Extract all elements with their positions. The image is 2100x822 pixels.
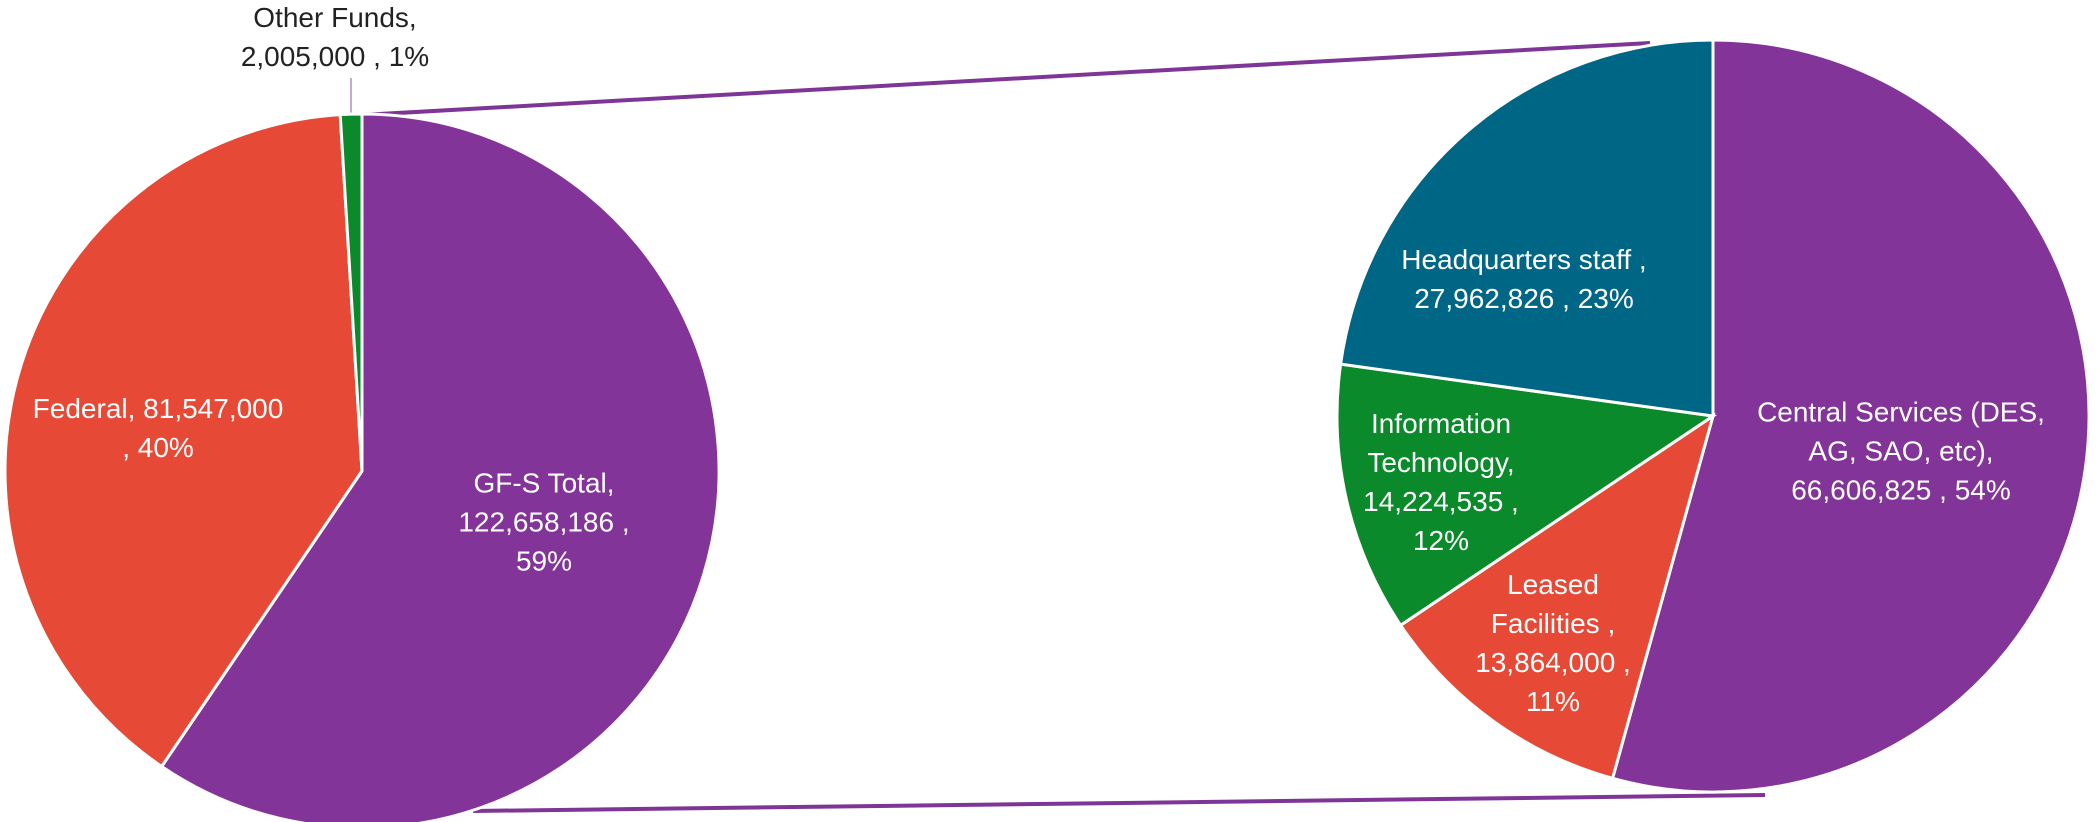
label-value: 27,962,826 , [1414,283,1570,314]
label-name: Information Technology, [1367,408,1515,478]
label-percent: 23% [1577,283,1634,314]
label-name: Central Services (DES, AG, SAO, etc), [1757,396,2045,467]
label-value: 66,606,825 , [1791,474,1947,506]
label-percent: 11% [1526,686,1580,717]
data-label: Other Funds, 2,005,000 , 1% [225,0,445,76]
label-percent: 54% [1954,474,2011,506]
connector-line [361,41,1651,117]
label-percent: 40% [137,432,194,463]
label-percent: 12% [1412,525,1470,556]
pie-slice [338,112,364,472]
pie-slice [1335,362,1718,628]
data-label: Information Technology, 14,224,535 , 12% [1349,404,1534,560]
label-percent: 1% [388,41,430,72]
pie-slice [159,112,721,822]
label-percent: 59% [515,545,573,577]
label-value: 14,224,535 , [1363,486,1519,517]
label-value: 81,547,000 , [122,393,284,463]
pie-slice [3,113,364,769]
label-name: Other Funds, [253,2,417,33]
data-label: Leased Facilities , 13,864,000 , 11% [1466,565,1641,721]
data-label: GF-S Total, 122,658,186 , 59% [439,464,649,581]
data-label: Federal, 81,547,000 , 40% [28,389,288,467]
label-value: 122,658,186 , [458,506,630,538]
pie-slice [1398,412,1716,781]
label-value: 13,864,000 , [1475,647,1631,678]
label-name: GF-S Total, [473,467,615,499]
label-name: Federal, [32,393,136,424]
label-name: Leased Facilities , [1490,569,1616,639]
pie-slice [1338,38,1715,418]
pie-slice [1610,38,2091,794]
data-label: Headquarters staff , 27,962,826 , 23% [1379,240,1669,318]
label-value: 2,005,000 , [240,41,381,72]
connector-line [472,793,1766,813]
label-name: Headquarters staff , [1401,244,1647,275]
data-label: Central Services (DES, AG, SAO, etc), 66… [1756,393,2046,510]
